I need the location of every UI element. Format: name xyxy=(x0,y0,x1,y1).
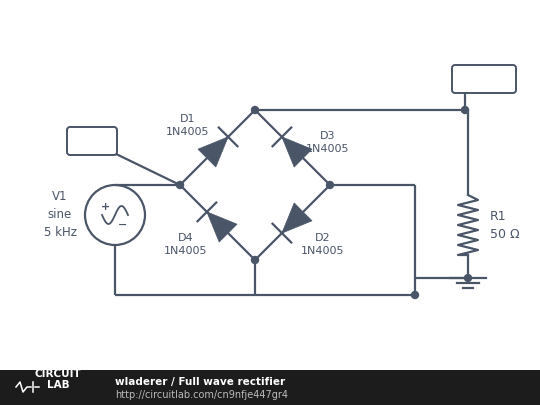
Text: wladerer / Full wave rectifier: wladerer / Full wave rectifier xyxy=(115,377,285,387)
Polygon shape xyxy=(198,137,228,167)
FancyBboxPatch shape xyxy=(67,127,117,155)
Circle shape xyxy=(252,107,259,113)
Circle shape xyxy=(177,181,184,188)
Text: LAB: LAB xyxy=(46,380,69,390)
Text: D4
1N4005: D4 1N4005 xyxy=(164,233,207,256)
Circle shape xyxy=(462,107,469,113)
FancyBboxPatch shape xyxy=(452,65,516,93)
Polygon shape xyxy=(282,203,312,233)
Text: D3
1N4005: D3 1N4005 xyxy=(306,131,349,154)
Circle shape xyxy=(327,181,334,188)
Text: D2
1N4005: D2 1N4005 xyxy=(301,233,345,256)
Text: Vout: Vout xyxy=(469,72,499,85)
Circle shape xyxy=(464,275,471,281)
Text: Vin: Vin xyxy=(82,134,103,147)
Text: CIRCUIT: CIRCUIT xyxy=(35,369,82,379)
Circle shape xyxy=(252,256,259,264)
Text: V1
sine
5 kHz: V1 sine 5 kHz xyxy=(44,190,77,239)
Text: −: − xyxy=(118,220,127,230)
Bar xyxy=(0,370,540,405)
Circle shape xyxy=(411,292,418,298)
Polygon shape xyxy=(207,212,237,242)
Polygon shape xyxy=(282,137,312,167)
Text: R1
50 Ω: R1 50 Ω xyxy=(490,209,519,241)
Text: +: + xyxy=(100,202,110,212)
Text: http://circuitlab.com/cn9nfje447gr4: http://circuitlab.com/cn9nfje447gr4 xyxy=(115,390,288,400)
Text: D1
1N4005: D1 1N4005 xyxy=(166,114,210,137)
